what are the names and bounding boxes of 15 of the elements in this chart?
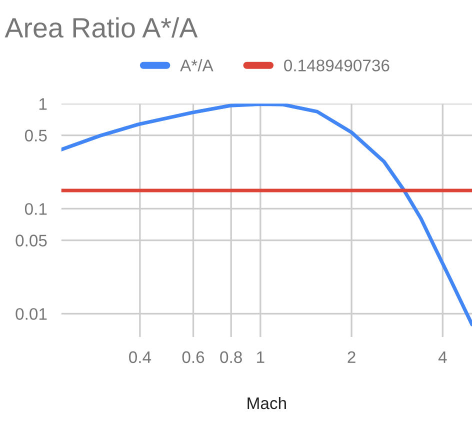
x-tick-label: 0.4 [129,351,152,364]
x-tick-label: 4 [438,351,447,363]
legend-label: A*/A [180,59,214,72]
y-tick-label: 0.01 [16,308,47,320]
y-tick-label: 1 [39,98,47,110]
x-tick-label: 2 [348,351,356,363]
legend-label: 0.1489490736 [284,60,390,72]
x-axis-title: Mach [248,396,286,410]
x-tick-label: 0.6 [182,351,204,364]
y-tick-label: 0.05 [16,234,47,246]
x-tick-label: 1 [257,351,264,363]
y-tick-label: 0.1 [24,203,47,215]
x-tick-label: 0.8 [220,351,242,364]
chart-title: Area Ratio A*/A [4,17,198,38]
y-tick-label: 0.5 [24,130,47,142]
